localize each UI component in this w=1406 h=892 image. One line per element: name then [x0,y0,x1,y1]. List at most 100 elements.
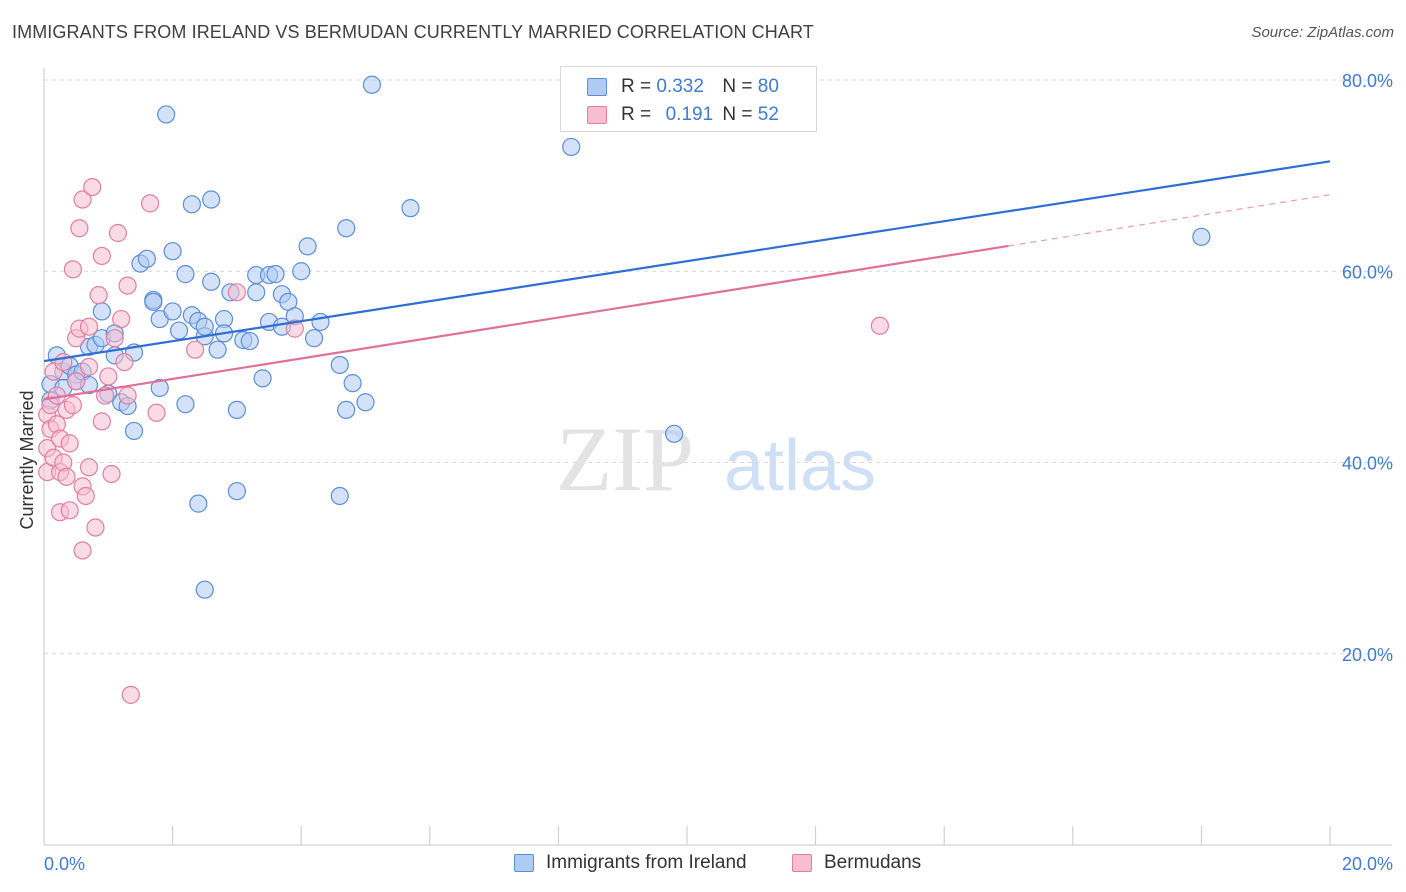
bottom-legend-swatch-pink [792,854,812,872]
ireland-point [202,272,221,291]
ireland-point [195,317,214,336]
legend-n-value: 52 [757,104,779,125]
bottom-legend-label: Immigrants from Ireland [546,852,747,873]
ireland-point [163,242,182,261]
bermudan-point [89,286,108,305]
chart-title: IMMIGRANTS FROM IRELAND VS BERMUDAN CURR… [12,22,814,42]
bermudan-point [70,219,89,238]
y-tick-label: 40.0% [1342,454,1393,474]
bermudan-point [83,178,102,197]
ireland-point [401,199,420,218]
bermudan-point [76,486,95,506]
bermudan-point [227,283,246,302]
ireland-point [227,482,246,501]
bermudan-point [285,319,304,338]
legend-swatch-pink [587,106,607,124]
bermudan-point [99,367,118,386]
bermudan-point [105,329,124,348]
ireland-point [247,283,266,302]
bermudan-point [79,458,99,477]
bermudan-point [57,467,76,486]
ireland-point [182,195,201,214]
ireland-point [1192,227,1211,246]
bottom-legend-label: Bermudans [824,852,922,873]
legend-r-value: 0.332 [656,76,704,97]
ireland-point [311,312,330,332]
axes [43,68,1392,846]
data-points [38,75,1211,704]
ireland-point [337,219,356,238]
bottom-legend-swatch-blue [514,854,534,872]
ireland-point [144,292,163,311]
legend-row-bermudans: R = 0.191 N = 52 [587,101,779,129]
bermudan-point [63,260,83,279]
bermudan-point [108,223,128,243]
ireland-point [157,105,176,124]
x-tick-label: 20.0% [1342,854,1393,874]
bermudan-point [63,396,83,415]
bottom-legend-ireland: Immigrants from Ireland [514,852,747,874]
ireland-point [227,400,246,420]
legend-swatch-blue [587,78,607,96]
ireland-point [124,421,144,441]
legend-n-label: N = [722,104,753,125]
bermudan-point [115,352,134,372]
bermudan-point [79,357,99,376]
ireland-point [92,302,111,321]
legend-r-label: R = [621,76,652,97]
ireland-point [195,580,214,599]
ireland-point [356,393,375,412]
bermudan-point [147,403,166,422]
watermark: ZIP atlas [556,408,876,510]
ireland-point [292,262,311,281]
bermudan-point [186,340,205,359]
tick-labels: 20.0% 40.0% 60.0% 80.0% 0.0% 20.0% [44,71,1393,874]
trend-lines [43,160,1331,401]
legend-row-ireland: R = 0.332 N = 80 [587,73,779,101]
ireland-point [362,75,382,94]
bermudan-point [121,685,140,704]
bermudan-point [118,386,137,405]
ireland-point [562,137,581,157]
correlation-legend: R = 0.332 N = 80 R = 0.191 N = 52 [560,66,817,132]
ireland-point [665,424,684,443]
bermudan-point [73,190,92,209]
ireland-point [330,355,349,375]
ireland-point [240,331,259,351]
legend-r-value: 0.191 [665,104,714,125]
legend-n-value: 80 [757,76,779,97]
ireland-point [330,486,349,506]
y-axis-title: Currently Married [17,390,37,529]
legend-n-label: N = [722,76,753,97]
bermudan-point [60,434,79,453]
bermudan-point [140,194,160,213]
bermudan-point [118,276,137,295]
bermudan-point [67,372,86,391]
bermudan-point [870,316,890,335]
bermudan-point [86,518,105,537]
bermudan-trend-extension [1008,194,1331,247]
ireland-point [298,237,317,256]
ireland-point [137,249,156,268]
bermudan-point [79,317,99,336]
ireland-point [208,340,227,359]
ireland-point [202,190,221,209]
ireland-point [176,265,195,284]
ireland-trend-line [43,160,1331,363]
ireland-point [150,378,169,398]
bermudan-point [112,309,131,329]
watermark-atlas: atlas [724,426,876,506]
watermark-zip: ZIP [556,408,694,510]
ireland-point [169,321,189,340]
ireland-point [176,395,195,414]
bermudan-point [102,464,121,484]
y-tick-label: 20.0% [1342,645,1393,665]
ireland-point [304,329,324,348]
bermudan-trend-line [43,244,1009,401]
legend-r-label: R = [621,104,652,125]
bermudan-point [92,412,111,431]
ireland-point [189,494,208,513]
source-credit: Source: ZipAtlas.com [1251,24,1394,41]
x-tick-label: 0.0% [44,854,85,874]
